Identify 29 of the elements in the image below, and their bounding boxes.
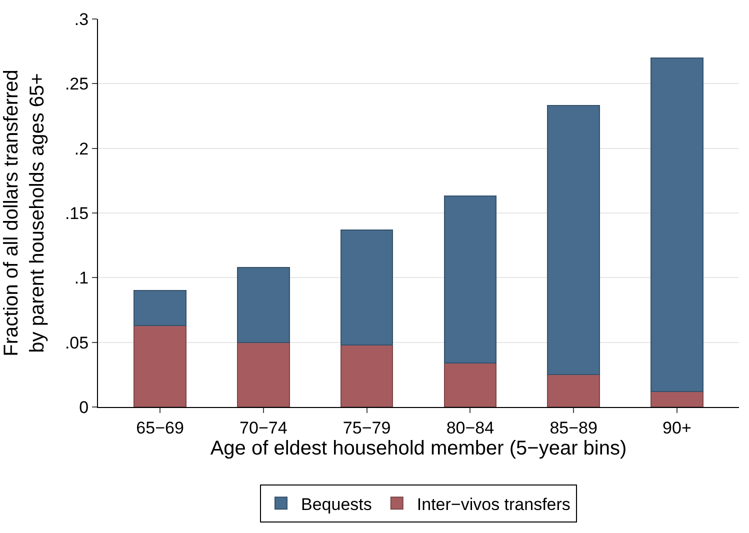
bar	[134, 325, 186, 407]
x-tick-label: 65−69	[136, 418, 184, 438]
y-axis-title: Fraction of all dollars transferred by parent households ages 65+	[0, 70, 48, 356]
bar	[340, 229, 394, 346]
bar	[340, 344, 394, 407]
bar	[444, 196, 497, 364]
x-tick-label: 80−84	[446, 418, 494, 438]
bar	[650, 390, 704, 407]
x-tick-label: 85−89	[550, 418, 598, 438]
y-tick-label: 0	[79, 398, 89, 417]
bar	[237, 342, 290, 407]
y-tick-label: .05	[64, 333, 89, 352]
y-tick-label: .3	[74, 10, 89, 29]
x-tick-label: 90+	[662, 418, 692, 438]
x-axis-title: Age of eldest household member (5−year bins)	[210, 437, 627, 460]
y-tick-label: .1	[74, 268, 89, 288]
y-tick-label: .25	[64, 74, 89, 94]
legend-label: Inter−vivos transfers	[416, 494, 570, 514]
bar	[547, 105, 600, 376]
x-tick-label: 70−74	[240, 418, 288, 438]
bar	[650, 57, 704, 392]
x-tick-label: 75−79	[342, 418, 391, 438]
y-tick-label: .15	[64, 204, 89, 223]
legend-label: Bequests	[301, 494, 372, 514]
bar	[237, 266, 290, 343]
bar	[547, 374, 600, 407]
y-tick-label: .2	[74, 139, 89, 158]
bar	[134, 290, 186, 326]
bar	[444, 362, 497, 407]
